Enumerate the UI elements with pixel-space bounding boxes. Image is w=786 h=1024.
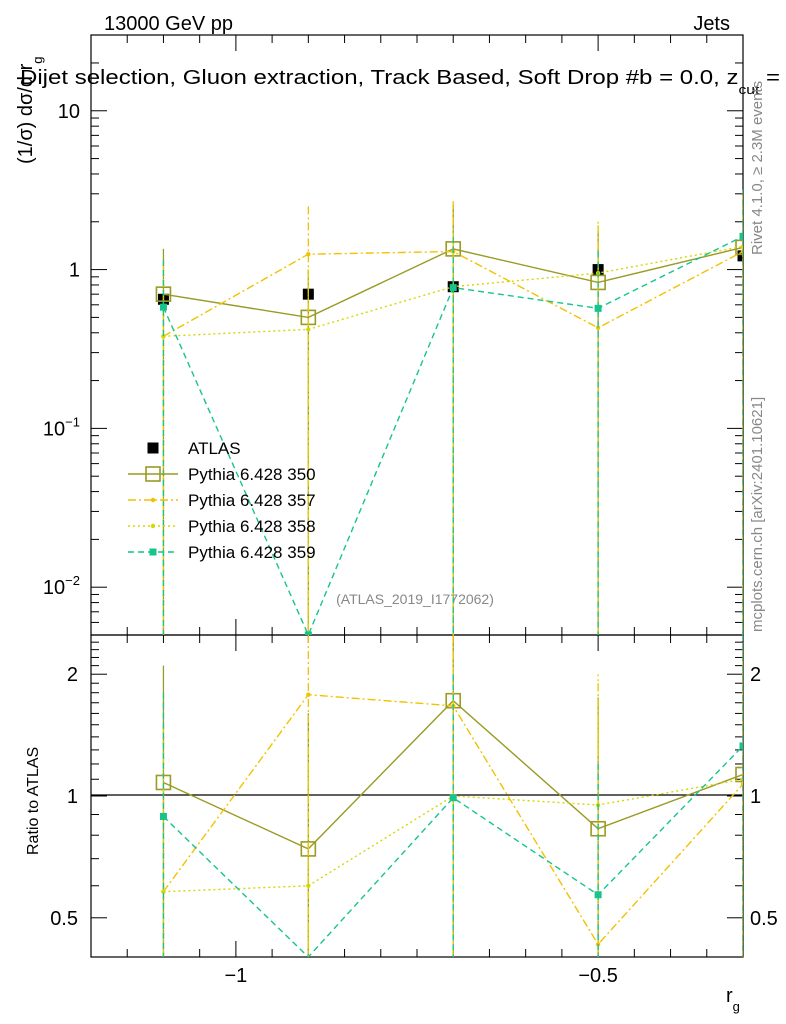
ratio-series-group [155, 635, 743, 957]
ratio-point-p359 [594, 891, 602, 899]
x-axis: −1 −0.5 [90, 35, 744, 987]
main-point-p359 [594, 304, 602, 312]
rivet-version-label: Rivet 4.1.0, ≥ 2.3M events [749, 81, 766, 255]
x-tick-label: −0.5 [578, 965, 617, 987]
legend-marker-p357 [150, 497, 156, 503]
ratio-y-tick-label: 2 [67, 664, 78, 686]
main-y-tick-label: 10−2 [43, 573, 80, 599]
x-axis-label: rg [726, 985, 740, 1014]
ratio-panel-frame [90, 634, 744, 958]
main-y-tick-label: 1 [69, 260, 80, 282]
ratio-y-tick-label-right: 1 [750, 786, 761, 808]
main-y-tick-label: 10−1 [43, 414, 80, 440]
main-point-p359 [449, 284, 457, 292]
mcplots-label: mcplots.cern.ch [arXiv:2401.10621] [749, 397, 766, 632]
main-point-p358 [161, 334, 166, 339]
legend-label-atlas: ATLAS [188, 439, 241, 458]
analysis-watermark: (ATLAS_2019_I1772062) [336, 591, 494, 607]
ratio-line-p359 [162, 745, 743, 957]
main-point-atlas [737, 250, 743, 262]
ratio-point-p358 [306, 883, 311, 888]
main-point-p357 [306, 251, 311, 257]
ratio-point-p350 [735, 766, 743, 783]
legend: ATLAS Pythia 6.428 350 Pythia 6.428 357 Pyt… [128, 439, 316, 562]
ratio-y-axis: 0.5 0.5 1 1 2 2 [50, 641, 778, 958]
main-ylabel: (1/σ) dσ/d rg [15, 57, 45, 165]
main-point-p359 [739, 232, 743, 240]
category-label: Jets [693, 13, 730, 35]
ratio-y-tick-label-right: 2 [750, 664, 761, 686]
ratio-y-tick-label-right: 0.5 [750, 908, 778, 930]
x-tick-label: −1 [224, 965, 247, 987]
main-y-axis: 10−2 10−1 1 10 [43, 34, 743, 636]
ratio-point-p359 [159, 812, 167, 820]
ratio-point-p357 [306, 692, 311, 697]
legend-marker-p358 [150, 523, 156, 529]
main-line-p350 [163, 246, 743, 319]
ratio-line-p357 [162, 693, 743, 946]
legend-label-p350: Pythia 6.428 350 [188, 465, 316, 484]
plot-title: Dijet selection, Gluon extraction, Track… [20, 67, 780, 97]
legend-marker-atlas [147, 442, 159, 454]
legend-marker-p350 [145, 466, 161, 482]
legend-label-p357: Pythia 6.428 357 [188, 491, 316, 510]
ratio-point-p358 [161, 889, 166, 894]
main-point-p358 [306, 327, 311, 332]
main-series-group [155, 189, 743, 635]
main-y-tick-label: 10 [58, 101, 80, 123]
main-line-p359 [162, 235, 743, 635]
main-line-p358 [163, 245, 743, 337]
ratio-ylabel: Ratio to ATLAS [25, 747, 42, 855]
ratio-point-p359 [449, 794, 457, 802]
ratio-y-tick-label: 1 [67, 786, 78, 808]
collision-label: 13000 GeV pp [104, 13, 233, 35]
ratio-y-tick-label: 0.5 [50, 908, 78, 930]
ratio-point-p359 [739, 742, 743, 750]
legend-marker-p359 [149, 548, 157, 556]
ratio-line-p350 [163, 699, 743, 850]
legend-label-p359: Pythia 6.428 359 [188, 543, 316, 562]
main-point-p359 [304, 631, 312, 635]
ratio-line-p358 [163, 778, 743, 893]
legend-label-p358: Pythia 6.428 358 [188, 517, 316, 536]
main-point-p359 [159, 303, 167, 311]
